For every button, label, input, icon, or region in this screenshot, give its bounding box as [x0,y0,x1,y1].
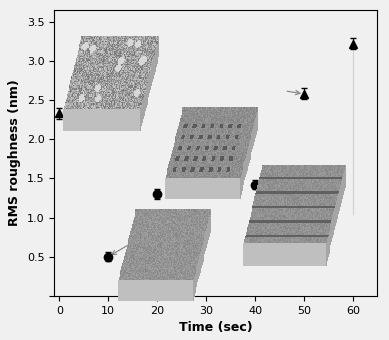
X-axis label: Time (sec): Time (sec) [179,321,253,334]
Y-axis label: RMS roughness (nm): RMS roughness (nm) [9,80,21,226]
